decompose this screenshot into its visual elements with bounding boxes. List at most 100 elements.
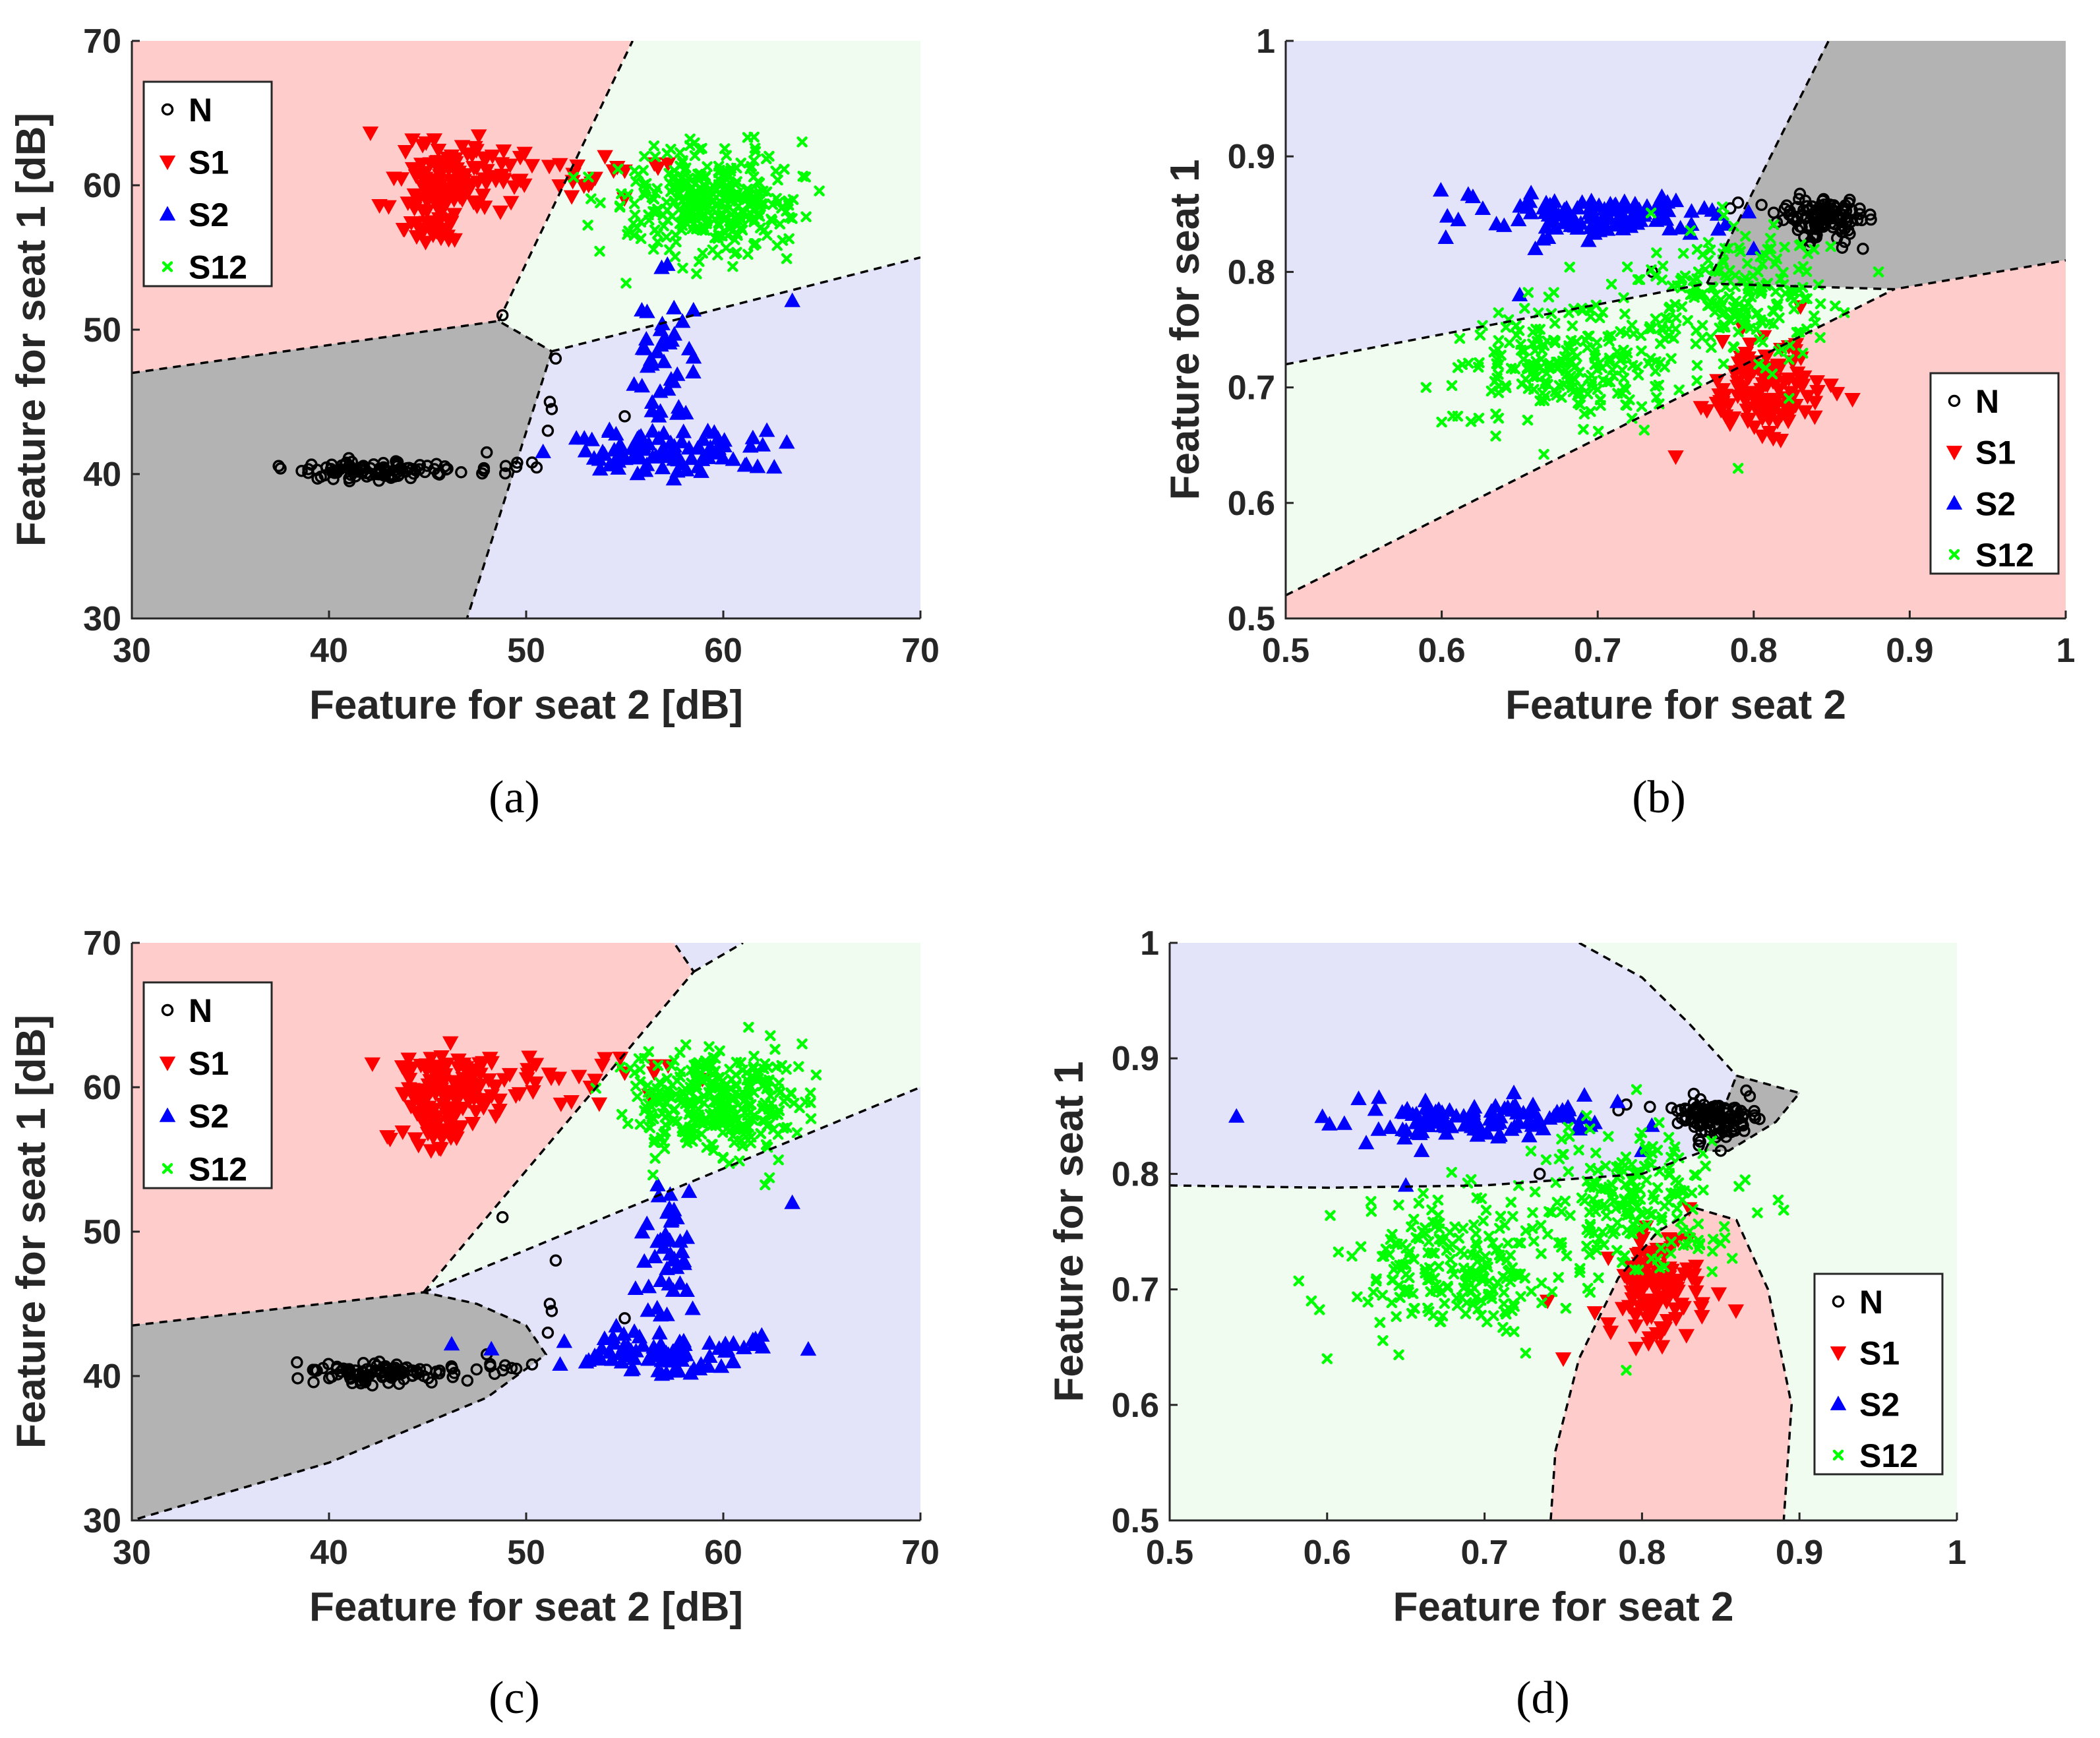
point-s12	[1665, 1247, 1677, 1259]
point-s12	[1474, 330, 1486, 341]
point-s2	[1590, 197, 1607, 212]
point-s12	[1475, 1295, 1487, 1306]
point-s12	[1536, 1297, 1547, 1309]
point-s1	[487, 1109, 504, 1124]
point-s12	[1393, 1280, 1404, 1291]
point-s12	[1433, 1261, 1445, 1272]
point-s2	[649, 1176, 666, 1191]
point-s12	[696, 224, 708, 236]
point-s1	[400, 1052, 417, 1067]
legend-label: S1	[189, 144, 229, 181]
point-s12	[1374, 1317, 1386, 1329]
point-s1	[591, 1097, 608, 1112]
point-s2	[1228, 1108, 1245, 1123]
point-s12	[675, 1066, 686, 1077]
point-s12	[1655, 1242, 1667, 1254]
decision-regions	[1170, 943, 1957, 1520]
point-s2	[1540, 229, 1557, 244]
point-s2	[1672, 220, 1689, 235]
point-n	[448, 1367, 461, 1379]
point-s12	[671, 1089, 682, 1100]
point-s1	[1698, 404, 1716, 419]
point-s12	[1766, 368, 1778, 380]
legend-item-s12: S12	[1832, 1437, 1918, 1474]
point-s12	[1797, 347, 1809, 359]
point-s12	[709, 1052, 721, 1064]
point-n	[541, 1327, 555, 1339]
point-s12	[1631, 1084, 1642, 1095]
point-s1	[520, 1063, 536, 1078]
point-s12	[1551, 356, 1562, 368]
legend-label: S2	[1859, 1386, 1900, 1423]
point-s12	[1659, 333, 1670, 344]
point-s12	[1639, 1142, 1651, 1153]
point-s12	[1650, 270, 1662, 282]
point-s12	[1456, 359, 1468, 371]
point-s2	[662, 1245, 678, 1261]
point-s12	[1578, 424, 1589, 435]
boundary-line	[1704, 1074, 1802, 1153]
point-s2	[1571, 1120, 1588, 1136]
series-s1	[362, 126, 676, 251]
point-s12	[620, 278, 632, 289]
point-s12	[735, 1057, 746, 1068]
point-s2	[1582, 209, 1599, 224]
point-s12	[1739, 311, 1751, 323]
point-s1	[1678, 1329, 1695, 1344]
point-s12	[788, 1097, 800, 1109]
point-s2	[1397, 1177, 1414, 1192]
point-s2	[552, 1356, 568, 1371]
subfigure-caption: (d)	[1516, 1673, 1570, 1723]
point-s2	[1638, 198, 1656, 213]
point-s2	[665, 299, 682, 315]
point-s12	[701, 1142, 713, 1153]
point-s12	[1601, 1210, 1612, 1222]
point-s12	[797, 171, 808, 182]
point-s12	[1617, 365, 1628, 376]
point-s1	[1782, 402, 1799, 417]
point-s12	[1549, 318, 1561, 329]
point-s12	[756, 1115, 768, 1126]
point-s12	[1665, 353, 1677, 364]
point-s12	[796, 136, 808, 148]
point-s12	[1429, 1247, 1440, 1259]
point-n	[618, 410, 631, 423]
point-s1	[1627, 1319, 1644, 1334]
point-s12	[731, 189, 742, 201]
point-n	[428, 463, 441, 475]
point-s12	[1586, 380, 1597, 392]
point-s1	[512, 150, 529, 165]
point-s2	[608, 1317, 625, 1333]
point-s12	[1556, 1133, 1567, 1145]
point-s12	[1531, 371, 1542, 382]
point-n	[343, 475, 356, 488]
point-n	[324, 463, 338, 475]
x-tick-label: 30	[113, 632, 151, 670]
point-s12	[1638, 425, 1650, 436]
point-s2	[666, 438, 682, 453]
point-s2	[689, 440, 706, 455]
x-tick-label: 60	[704, 1534, 742, 1572]
point-s12	[661, 1073, 673, 1085]
point-s12	[1668, 1146, 1679, 1157]
point-s12	[1439, 1298, 1451, 1309]
point-s2	[591, 461, 609, 476]
point-s2	[716, 437, 733, 453]
point-s12	[1713, 266, 1725, 278]
point-s2	[1491, 1108, 1509, 1124]
point-s12	[1673, 384, 1685, 396]
point-n	[371, 467, 383, 481]
point-s1	[1631, 1300, 1648, 1315]
point-n	[1748, 1109, 1761, 1122]
point-s12	[781, 253, 793, 264]
subfigure-caption: (b)	[1632, 772, 1686, 823]
point-s2	[535, 443, 551, 458]
point-s1	[418, 216, 435, 231]
series-s1	[364, 1036, 711, 1159]
point-s12	[1815, 332, 1826, 344]
point-s2	[651, 430, 667, 445]
point-s12	[1566, 376, 1578, 388]
point-s2	[1437, 229, 1455, 244]
y-axis-label: Feature for seat 1 [dB]	[9, 113, 54, 547]
boundary-line	[1549, 1207, 1793, 1520]
